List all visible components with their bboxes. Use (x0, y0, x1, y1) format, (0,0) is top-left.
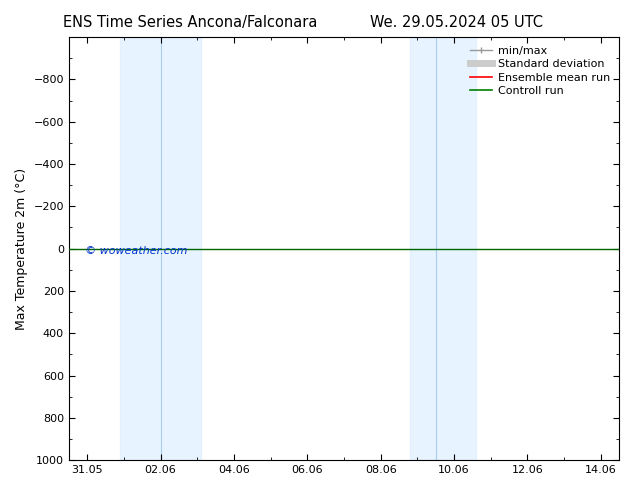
Text: © woweather.com: © woweather.com (86, 246, 188, 256)
Legend: min/max, Standard deviation, Ensemble mean run, Controll run: min/max, Standard deviation, Ensemble me… (467, 43, 614, 99)
Bar (120, 37, 201, 460)
Y-axis label: Max Temperature 2m (°C): Max Temperature 2m (°C) (15, 168, 28, 330)
Text: ENS Time Series Ancona/Falconara: ENS Time Series Ancona/Falconara (63, 15, 318, 30)
Bar (410, 37, 476, 460)
Text: We. 29.05.2024 05 UTC: We. 29.05.2024 05 UTC (370, 15, 543, 30)
